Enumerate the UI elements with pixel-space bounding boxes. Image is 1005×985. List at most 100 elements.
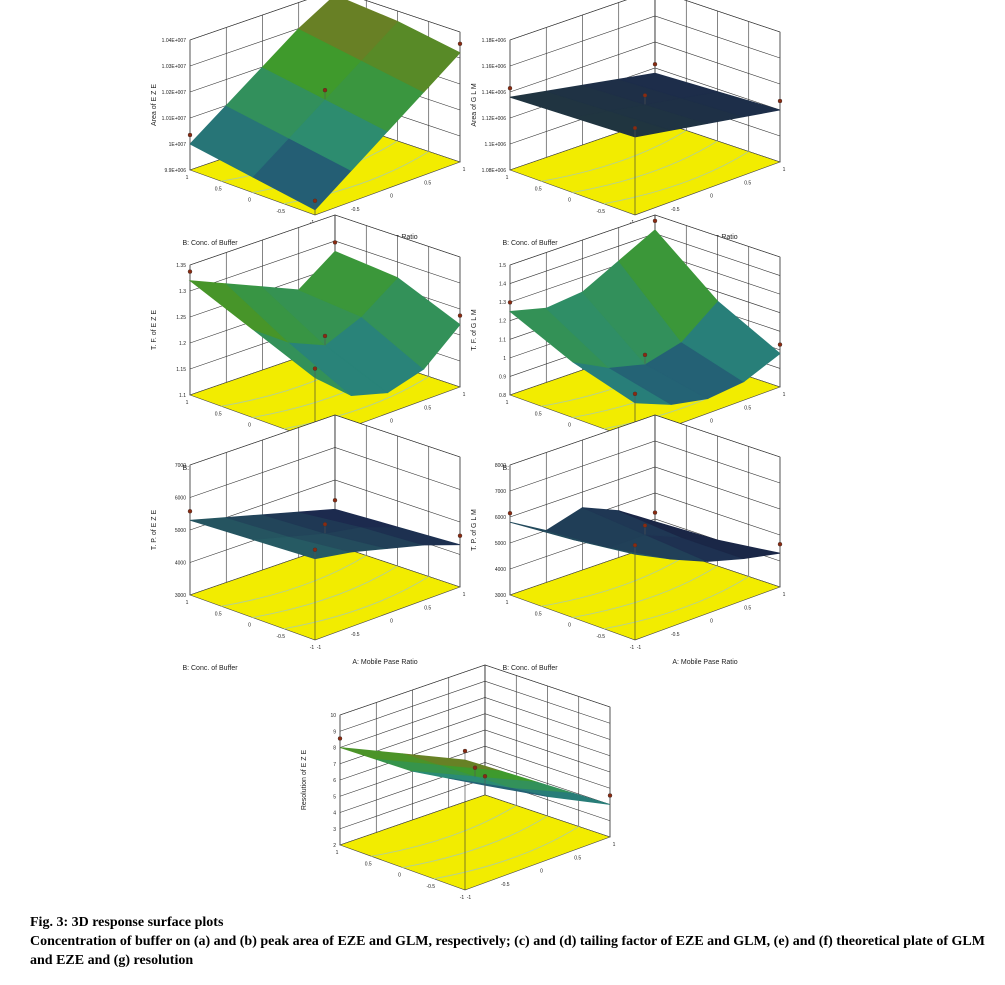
design-point: [652, 61, 658, 67]
z-tick-label: 4000: [495, 567, 506, 573]
surface-plot-5: 3000 4000 5000 6000 7000 T. P. of E Z E -1 -0.5…: [151, 414, 466, 672]
contour-line: [603, 576, 750, 630]
x-tick-label: 0.5: [424, 605, 431, 611]
x-tick-label: -1: [637, 645, 642, 651]
z-tick-label: 8000: [495, 463, 506, 469]
response-surface: [189, 0, 461, 211]
z-tick-label: 5000: [175, 528, 186, 534]
figure-caption: Fig. 3: 3D response surface plots Concen…: [30, 913, 990, 970]
surface-patch: [298, 0, 399, 61]
z-tick-label: 1.1: [499, 337, 506, 343]
z-tick-label: 6: [333, 778, 336, 784]
design-point: [642, 93, 648, 98]
x-tick-label: 0: [540, 869, 543, 875]
z-tick-label: 3000: [175, 593, 186, 599]
contour-line: [371, 805, 517, 857]
surface-plot-2: 1.08E+006 1.1E+006 1.12E+006 1.14E+006 1.16E…: [471, 0, 786, 247]
z-tick-label: 1.2: [499, 319, 506, 325]
y-tick-label: -1: [310, 645, 315, 651]
y-tick-label: 1: [506, 175, 509, 181]
design-point: [187, 269, 193, 274]
response-surface: [339, 747, 611, 805]
x-tick-label: 0: [710, 194, 713, 200]
x-tick-label: -0.5: [351, 207, 360, 213]
design-point: [652, 510, 658, 515]
contour-line: [221, 555, 367, 607]
z-tick-label: 1.14E+006: [482, 90, 507, 96]
z-tick-label: 1.04E+007: [162, 38, 187, 44]
z-tick-label: 7: [333, 762, 336, 768]
response-surface: [509, 507, 781, 562]
design-point: [642, 352, 648, 358]
z-tick-label: 1.12E+006: [482, 116, 507, 122]
y-tick-label: 0.5: [215, 611, 222, 617]
z-tick-label: 1: [503, 356, 506, 362]
x-tick-label: -0.5: [351, 632, 360, 638]
surface-plot-3: 1.11.151.21.251.31.35T. F. of E Z E-1-0.…: [151, 214, 466, 472]
response-surface: [508, 229, 781, 405]
design-point: [332, 240, 338, 245]
y-tick-label: -1: [630, 645, 635, 651]
y-tick-label: 0: [398, 873, 401, 879]
y-axis-label: B: Conc. of Buffer: [502, 665, 558, 672]
design-point: [312, 198, 318, 204]
design-point: [457, 41, 463, 46]
surface-plot-6: 3000 4000 5000 6000 7000 8000 T. P. of G L M -1…: [471, 414, 786, 672]
y-tick-label: 1: [186, 600, 189, 606]
x-tick-label: 0: [390, 619, 393, 625]
y-axis-label: B: Conc. of Buffer: [182, 665, 238, 672]
contour-line: [603, 151, 750, 205]
y-tick-label: 1: [506, 600, 509, 606]
y-tick-label: 0.5: [535, 411, 542, 417]
z-axis-label: Area of E Z E: [151, 84, 158, 126]
design-point: [312, 547, 318, 552]
x-tick-label: -0.5: [671, 207, 680, 213]
contour-line: [572, 565, 718, 618]
design-point: [482, 774, 488, 779]
design-point: [322, 87, 328, 93]
z-tick-label: 0.9: [499, 374, 506, 380]
z-axis-label: Area of G L M: [471, 83, 478, 126]
design-point: [777, 542, 783, 547]
x-tick-label: 0: [710, 419, 713, 425]
z-tick-label: 1.03E+007: [162, 64, 187, 70]
response-surface: [509, 72, 781, 138]
y-tick-label: 0.5: [215, 186, 222, 192]
z-tick-label: 1.15: [176, 367, 186, 373]
caption-title: Fig. 3: 3D response surface plots: [30, 915, 224, 930]
z-tick-label: 1.4: [499, 282, 506, 288]
x-tick-label: 1: [613, 842, 616, 848]
y-tick-label: -1: [460, 895, 465, 901]
z-gridline: [189, 0, 461, 41]
design-point: [777, 342, 783, 347]
z-tick-label: 9.9E+006: [164, 168, 186, 174]
x-tick-label: 1: [783, 167, 786, 173]
z-tick-label: 1.2: [179, 341, 186, 347]
y-tick-label: 1: [506, 400, 509, 406]
y-tick-label: 0.5: [365, 861, 372, 867]
x-tick-label: -0.5: [501, 882, 510, 888]
surface-plot-1: 9.9E+006 1E+007 1.01E+007 1.02E+007 1.03E+00…: [151, 0, 466, 247]
y-tick-label: 0: [568, 623, 571, 629]
x-tick-label: 0: [390, 419, 393, 425]
z-tick-label: 4: [333, 811, 336, 817]
z-axis-label: Resolution of E Z E: [301, 750, 308, 811]
z-tick-label: 1.35: [176, 263, 186, 269]
design-point: [632, 391, 638, 397]
x-tick-label: 0: [390, 194, 393, 200]
design-point: [507, 85, 513, 91]
x-tick-label: 1: [783, 392, 786, 398]
design-point: [632, 543, 638, 548]
z-tick-label: 10: [330, 713, 336, 719]
surface-plot-4: 0.80.911.11.21.31.41.5T. F. of G L M-1-0…: [471, 214, 786, 472]
x-tick-label: 0.5: [744, 605, 751, 611]
x-tick-label: 1: [783, 592, 786, 598]
design-point: [457, 533, 463, 538]
design-point: [322, 522, 328, 527]
y-tick-label: 0: [568, 198, 571, 204]
design-point: [777, 98, 783, 104]
z-axis-label: T. F. of G L M: [471, 309, 478, 351]
x-tick-label: 0: [710, 619, 713, 625]
contour-line: [541, 555, 687, 607]
y-tick-label: 1: [186, 400, 189, 406]
